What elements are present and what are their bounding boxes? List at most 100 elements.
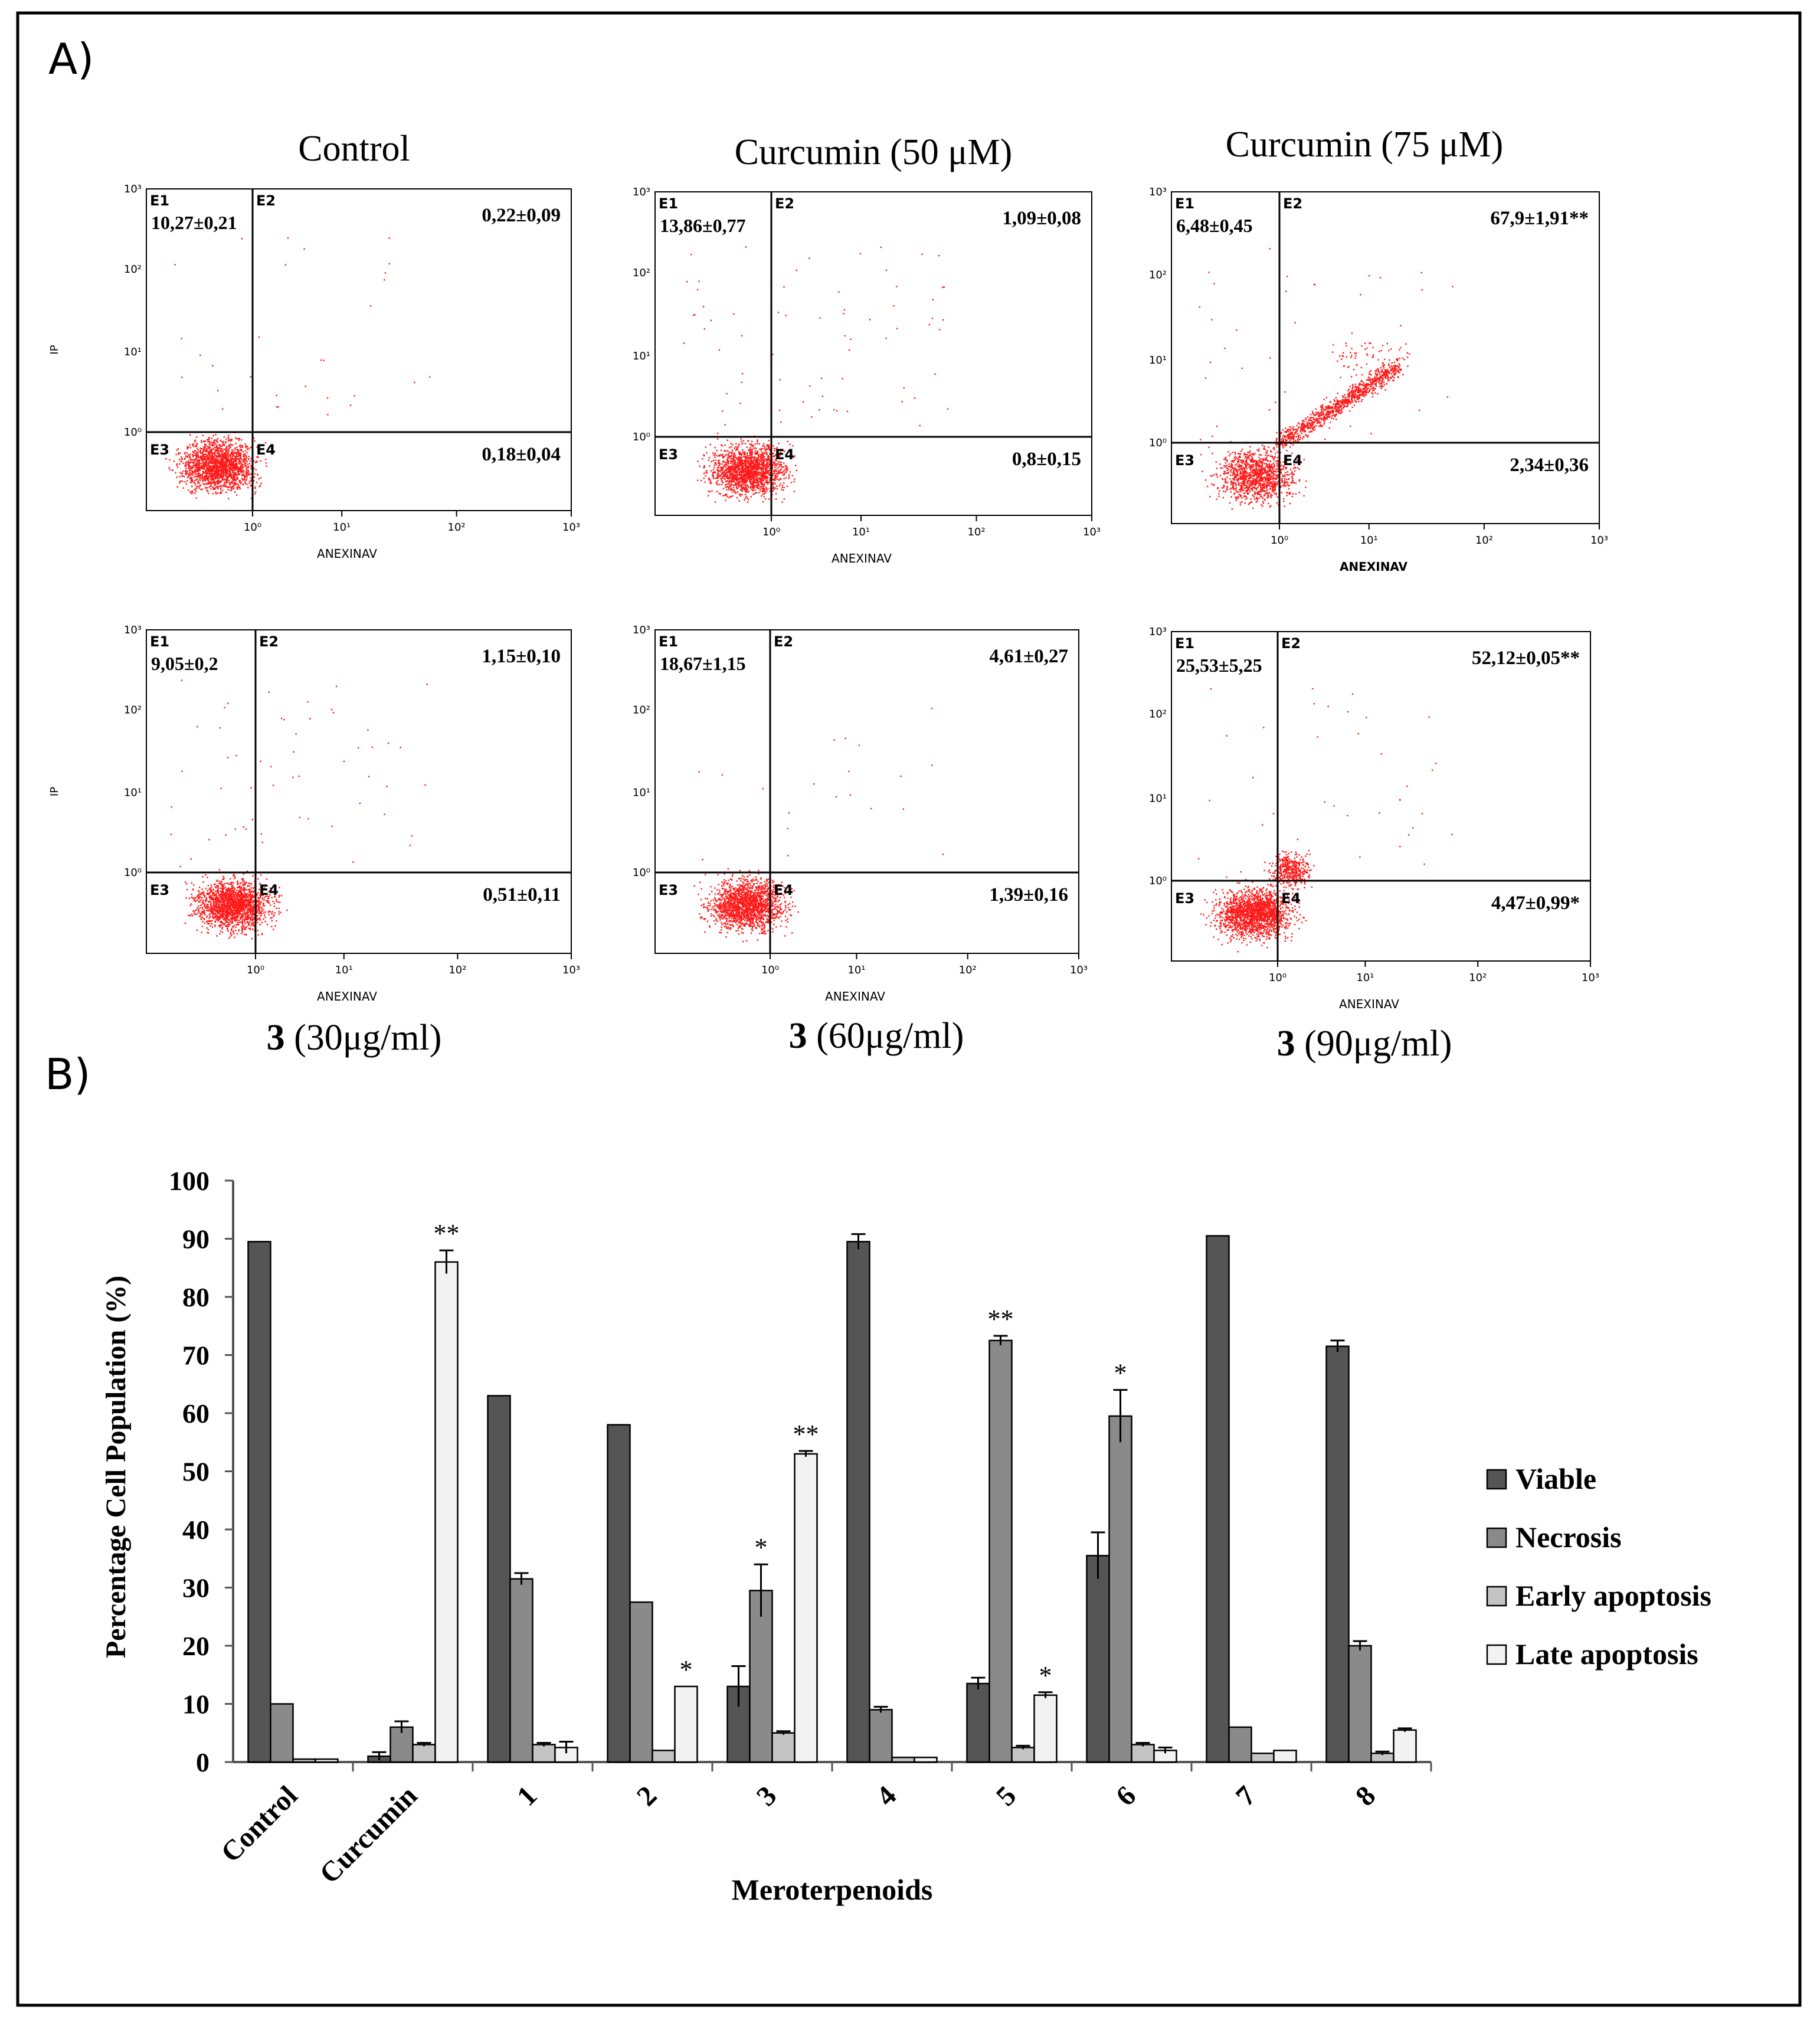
bar <box>1206 1235 1230 1763</box>
significance-mark: ** <box>793 1420 819 1449</box>
y-tick-label: 10³ <box>124 624 142 636</box>
plot-title: Control <box>298 129 410 169</box>
y-tick-label: 60 <box>182 1398 210 1429</box>
x-tick-label: 10² <box>448 521 466 534</box>
quadrant-label-e1: E1 <box>150 192 169 209</box>
quadrant-label-e4: E4 <box>259 882 279 898</box>
x-axis-title: ANEXINAV <box>1339 997 1399 1011</box>
bar <box>1273 1750 1297 1763</box>
quadrant-label-e4: E4 <box>775 446 794 463</box>
quadrant-e4-value: 1,39±0,16 <box>989 884 1068 906</box>
bar <box>1011 1747 1035 1763</box>
quadrant-e1-value: 13,86±0,77 <box>660 215 746 236</box>
quadrant-label-e1: E1 <box>1175 635 1194 652</box>
x-axis-title: ANEXINAV <box>317 989 377 1004</box>
legend-label: Necrosis <box>1515 1521 1622 1554</box>
legend-label: Late apoptosis <box>1515 1637 1698 1671</box>
y-tick-label: 90 <box>182 1224 210 1254</box>
bar <box>270 1703 294 1763</box>
x-tick-label: 10¹ <box>333 521 351 534</box>
bar <box>434 1261 459 1763</box>
quadrant-label-e2: E2 <box>259 633 279 650</box>
plot-title-compound: 3 <box>267 1018 285 1058</box>
plot-title-dose: (90μg/ml) <box>1295 1024 1452 1064</box>
bar <box>794 1453 818 1763</box>
event-dots <box>170 679 428 940</box>
bar <box>914 1756 938 1763</box>
significance-mark: * <box>755 1533 768 1562</box>
bar <box>1251 1752 1275 1763</box>
series-late-apoptosis: ****** <box>315 1219 1417 1763</box>
x-tick-label: 10³ <box>562 964 580 976</box>
significance-mark: * <box>1039 1661 1052 1690</box>
y-tick-label: 10³ <box>633 186 650 198</box>
x-tick-label: 10¹ <box>1360 534 1378 547</box>
plot-title-compound: 3 <box>789 1016 807 1056</box>
series-viable <box>247 1233 1350 1763</box>
bar <box>315 1758 339 1763</box>
x-tick-label: 10¹ <box>852 526 870 538</box>
event-dots <box>683 246 949 504</box>
bar <box>966 1682 990 1763</box>
quadrant-label-e2: E2 <box>774 633 793 650</box>
quadrant-e2-value: 4,61±0,27 <box>989 646 1068 667</box>
y-tick-label: 10³ <box>124 183 142 195</box>
y-tick-label: 80 <box>182 1282 210 1312</box>
bar <box>532 1744 556 1763</box>
dot-plot-6: 3 (90μg/ml) E1 E2 E3 E4 25,53±5,25 52,12±0,05*… <box>1149 626 1599 1064</box>
bar <box>891 1756 915 1763</box>
y-tick-label: 10² <box>633 267 650 279</box>
quadrant-e2-value: 1,15±0,10 <box>482 646 561 667</box>
x-tick-label: 10² <box>449 964 466 976</box>
panel-a-label: A) <box>48 34 94 84</box>
x-tick-label: 10² <box>1475 534 1493 547</box>
bar <box>1393 1729 1417 1763</box>
y-tick-label: 10² <box>633 704 650 717</box>
quadrant-e4-value: 4,47±0,99* <box>1491 893 1580 914</box>
event-dots <box>165 237 431 499</box>
y-tick-label: 10⁰ <box>633 431 650 443</box>
legend-swatch <box>1486 1644 1507 1665</box>
significance-mark: ** <box>988 1305 1014 1333</box>
bar <box>771 1732 796 1763</box>
flow-cytometry-panels: Control E1 E2 E3 E4 10,27±0,21 0,22±0,09 0,18±0… <box>48 125 1608 1064</box>
bar <box>1228 1726 1252 1763</box>
quadrant-e2-value: 52,12±0,05** <box>1472 648 1580 669</box>
quadrant-e1-value: 10,27±0,21 <box>151 212 237 233</box>
x-tick-label: 10³ <box>1070 964 1088 976</box>
x-tick-label: 10⁰ <box>247 964 264 976</box>
quadrant-e4-value: 0,51±0,11 <box>483 884 561 906</box>
y-tick-label: 10¹ <box>1149 354 1167 367</box>
bar <box>1348 1645 1372 1763</box>
y-tick-label: 10⁰ <box>633 867 650 879</box>
plot-title-compound: 3 <box>1277 1024 1295 1064</box>
bar <box>1108 1415 1132 1763</box>
y-tick-label: 100 <box>169 1166 210 1196</box>
x-tick-label: 10² <box>959 964 977 976</box>
x-tick-label: 10³ <box>1590 534 1608 547</box>
legend-label: Viable <box>1515 1462 1596 1495</box>
y-axis-title: IP <box>48 345 61 354</box>
bar <box>988 1339 1013 1763</box>
plot-title: Curcumin (50 μM) <box>735 132 1013 172</box>
x-tick-label: 10¹ <box>847 964 865 976</box>
y-tick-label: 10³ <box>633 624 650 636</box>
legend-label: Early apoptosis <box>1515 1579 1711 1612</box>
x-axis-title: ANEXINAV <box>317 547 377 561</box>
quadrant-label-e3: E3 <box>150 882 169 898</box>
quadrant-label-e2: E2 <box>256 192 276 209</box>
bar <box>674 1685 698 1763</box>
series-early-apoptosis <box>292 1730 1395 1763</box>
x-tick-label: 10⁰ <box>1271 534 1288 547</box>
y-tick-label: 10³ <box>1149 186 1167 198</box>
y-tick-label: 10¹ <box>633 350 650 362</box>
quadrant-label-e1: E1 <box>1175 195 1194 212</box>
x-tick-label: 10² <box>967 526 985 538</box>
series-necrosis: **** <box>270 1305 1372 1763</box>
quadrant-label-e1: E1 <box>150 633 169 650</box>
quadrant-e1-value: 6,48±0,45 <box>1176 215 1253 236</box>
y-tick-label: 10 <box>182 1689 210 1720</box>
significance-mark: * <box>1114 1359 1127 1388</box>
quadrant-label-e1: E1 <box>659 633 678 650</box>
